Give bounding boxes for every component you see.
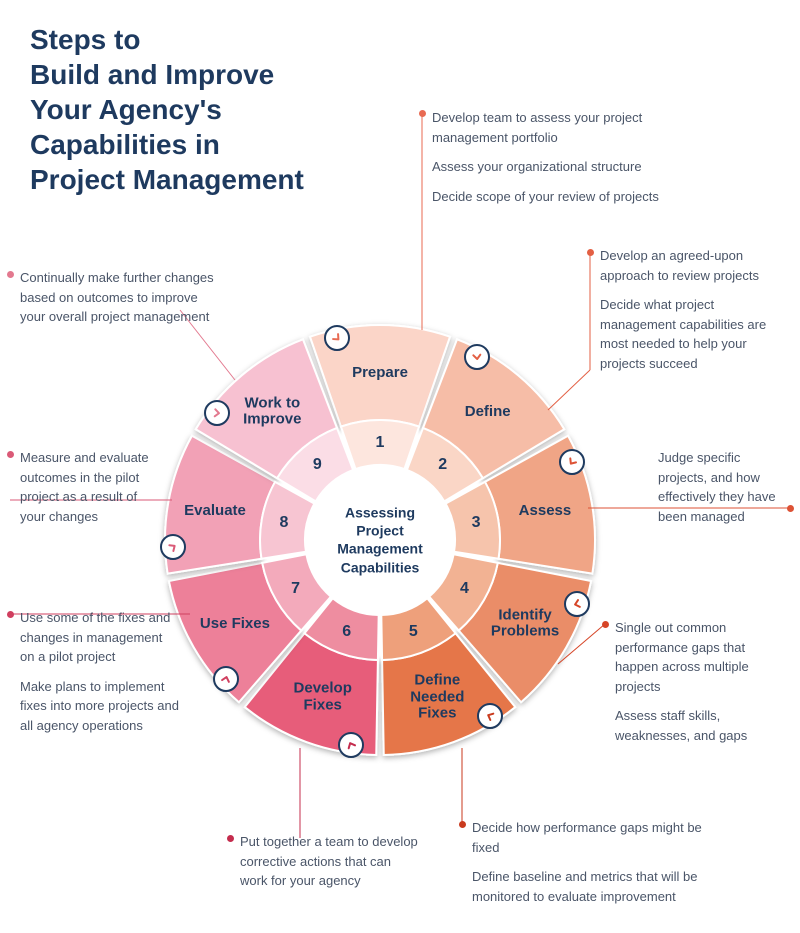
chevron-icon	[160, 534, 186, 560]
callout: Put together a team to develop correctiv…	[240, 832, 420, 901]
segment-label: Develop Fixes	[278, 681, 368, 714]
callout-line: Continually make further changes based o…	[20, 268, 220, 327]
segment-number: 4	[460, 580, 469, 598]
chevron-icon	[213, 666, 239, 692]
callout-dot-icon	[787, 505, 794, 512]
segment-label: Identify Problems	[480, 607, 570, 640]
callout-dot-icon	[7, 271, 14, 278]
segment-label: Define Needed Fixes	[392, 673, 482, 723]
segment-number: 8	[280, 514, 289, 532]
chevron-icon	[204, 400, 230, 426]
chevron-icon	[324, 325, 350, 351]
callout-line: Single out common performance gaps that …	[615, 618, 790, 696]
callout-line: Make plans to implement fixes into more …	[20, 677, 180, 736]
chevron-icon	[564, 591, 590, 617]
callout-dot-icon	[419, 110, 426, 117]
callout: Single out common performance gaps that …	[615, 618, 790, 755]
segment-label: Prepare	[335, 364, 425, 381]
segment-label: Work to Improve	[227, 395, 317, 428]
callout-line: Develop an agreed-upon approach to revie…	[600, 246, 790, 285]
callout-dot-icon	[602, 621, 609, 628]
segment-number: 1	[376, 434, 385, 452]
segment-number: 5	[409, 623, 418, 641]
callout-dot-icon	[459, 821, 466, 828]
segment-label: Use Fixes	[190, 616, 280, 633]
callout-dot-icon	[587, 249, 594, 256]
callout: Decide how performance gaps might be fix…	[472, 818, 722, 916]
segment-label: Assess	[500, 503, 590, 520]
callout-line: Develop team to assess your project mana…	[432, 108, 712, 147]
callout-line: Measure and evaluate outcomes in the pil…	[20, 448, 160, 526]
callout: Continually make further changes based o…	[20, 268, 220, 337]
segment-label: Define	[443, 403, 533, 420]
chevron-icon	[464, 344, 490, 370]
callout-dot-icon	[7, 611, 14, 618]
callout: Measure and evaluate outcomes in the pil…	[20, 448, 160, 536]
callout: Judge specific projects, and how effecti…	[658, 448, 790, 536]
chevron-icon	[559, 449, 585, 475]
callout-dot-icon	[7, 451, 14, 458]
callout: Use some of the fixes and changes in man…	[20, 608, 180, 745]
callout-line: Use some of the fixes and changes in man…	[20, 608, 180, 667]
segment-number: 9	[313, 456, 322, 474]
segment-number: 2	[438, 456, 447, 474]
callout: Develop an agreed-upon approach to revie…	[600, 246, 790, 383]
callout-line: Judge specific projects, and how effecti…	[658, 448, 790, 526]
callout-line: Decide how performance gaps might be fix…	[472, 818, 722, 857]
segment-label: Evaluate	[170, 503, 260, 520]
segment-number: 7	[291, 580, 300, 598]
callout-line: Put together a team to develop correctiv…	[240, 832, 420, 891]
chevron-icon	[338, 732, 364, 758]
callout-line: Define baseline and metrics that will be…	[472, 867, 722, 906]
callout-line: Assess staff skills, weaknesses, and gap…	[615, 706, 790, 745]
chevron-icon	[477, 703, 503, 729]
segment-number: 6	[342, 623, 351, 641]
center-label: Assessing Project Management Capabilitie…	[320, 504, 440, 577]
callout-line: Decide what project management capabilit…	[600, 295, 790, 373]
callout-line: Decide scope of your review of projects	[432, 187, 712, 207]
callout-line: Assess your organizational structure	[432, 157, 712, 177]
callout-dot-icon	[227, 835, 234, 842]
callout: Develop team to assess your project mana…	[432, 108, 712, 216]
segment-number: 3	[472, 514, 481, 532]
